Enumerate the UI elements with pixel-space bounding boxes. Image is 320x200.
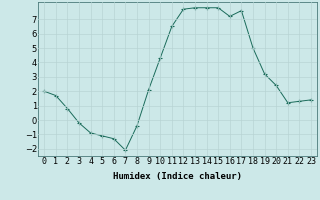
X-axis label: Humidex (Indice chaleur): Humidex (Indice chaleur) — [113, 172, 242, 181]
